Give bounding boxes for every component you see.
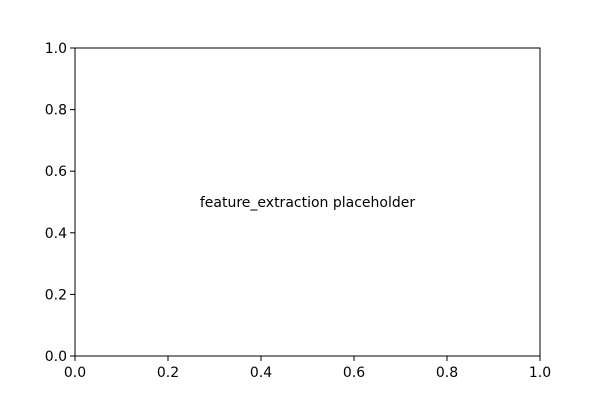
y-tick-label: 0.4 (45, 226, 67, 242)
x-tick-label: 0.8 (436, 365, 458, 381)
x-tick-label: 0.6 (343, 365, 365, 381)
y-tick-label: 1.0 (45, 41, 67, 57)
plot-area-background (75, 48, 540, 356)
annotations: feature_extraction placeholder (200, 195, 415, 211)
x-tick-label: 0.2 (157, 365, 179, 381)
x-tick-label: 0.0 (64, 365, 86, 381)
annotation-text: feature_extraction placeholder (200, 195, 415, 211)
y-axis: 0.0 0.2 0.4 0.6 0.8 1.0 (45, 41, 75, 365)
x-tick-label: 1.0 (529, 365, 551, 381)
y-tick-label: 0.6 (45, 164, 67, 180)
y-tick-label: 0.2 (45, 287, 67, 303)
x-axis: 0.0 0.2 0.4 0.6 0.8 1.0 (64, 356, 551, 381)
y-tick-label: 0.0 (45, 349, 67, 365)
y-tick-label: 0.8 (45, 103, 67, 119)
x-tick-label: 0.4 (250, 365, 272, 381)
plot-frame (74, 47, 541, 357)
